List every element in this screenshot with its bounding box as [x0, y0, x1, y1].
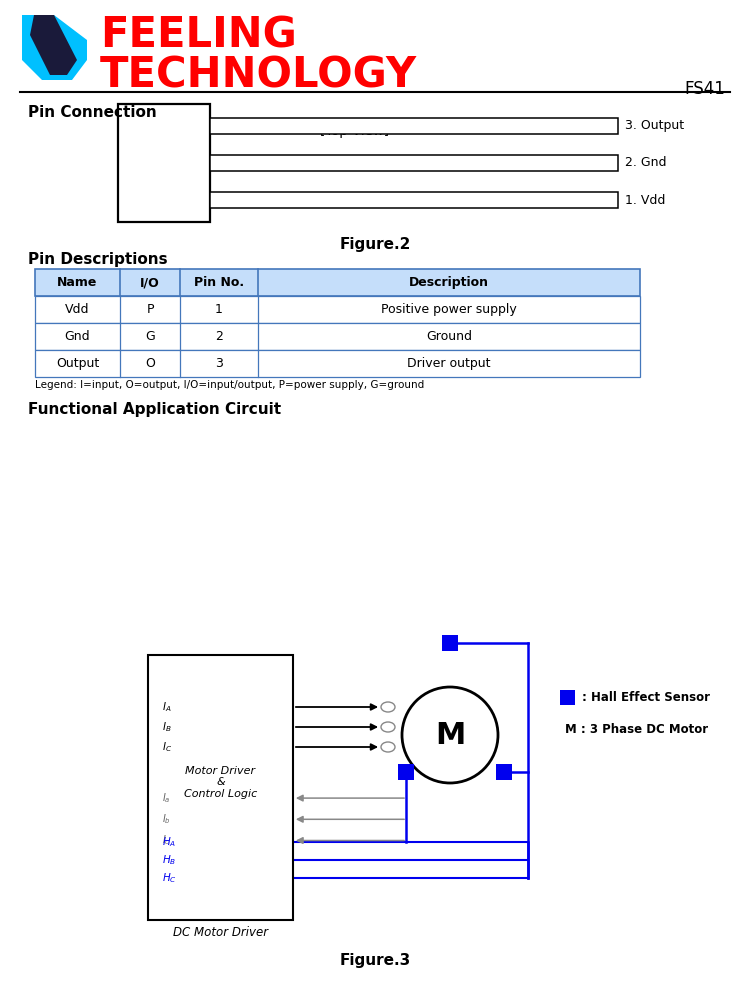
Bar — [35, 323, 640, 350]
Ellipse shape — [381, 702, 395, 712]
Text: $I_c$: $I_c$ — [162, 834, 170, 847]
Text: G: G — [146, 330, 154, 343]
Text: [Top View]: [Top View] — [320, 125, 389, 138]
Text: Driver output: Driver output — [407, 357, 491, 370]
Text: $I_A$: $I_A$ — [162, 700, 172, 714]
Polygon shape — [30, 15, 77, 75]
Text: $I_B$: $I_B$ — [162, 720, 172, 734]
Text: Pin Connection: Pin Connection — [28, 105, 157, 120]
Text: 1: 1 — [215, 303, 223, 316]
Text: TECHNOLOGY: TECHNOLOGY — [100, 55, 417, 97]
Ellipse shape — [381, 722, 395, 732]
Bar — [35, 269, 640, 296]
Text: 3. Output: 3. Output — [625, 119, 684, 132]
Bar — [496, 764, 512, 780]
Bar — [148, 655, 293, 920]
Bar — [35, 296, 640, 323]
Text: $H_B$: $H_B$ — [162, 853, 176, 867]
Text: $I_C$: $I_C$ — [162, 740, 172, 754]
Text: Ground: Ground — [426, 330, 472, 343]
Bar — [398, 764, 414, 780]
Text: Vdd: Vdd — [65, 303, 90, 316]
Text: $I_a$: $I_a$ — [162, 791, 170, 805]
Text: : Hall Effect Sensor: : Hall Effect Sensor — [582, 691, 710, 704]
Text: Positive power supply: Positive power supply — [381, 303, 517, 316]
Bar — [210, 118, 618, 134]
Text: FEELING: FEELING — [100, 15, 297, 57]
Bar — [442, 635, 458, 651]
Ellipse shape — [381, 742, 395, 752]
Text: FS41: FS41 — [684, 80, 725, 98]
Text: 2. Gnd: 2. Gnd — [625, 156, 667, 169]
Bar — [118, 104, 210, 222]
Text: 2: 2 — [215, 330, 223, 343]
Text: $H_C$: $H_C$ — [162, 871, 177, 885]
Text: 1. Vdd: 1. Vdd — [625, 194, 665, 207]
Text: $H_A$: $H_A$ — [162, 835, 176, 849]
Text: 3: 3 — [215, 357, 223, 370]
Text: Pin Descriptions: Pin Descriptions — [28, 252, 168, 267]
Text: Functional Application Circuit: Functional Application Circuit — [28, 402, 281, 417]
Text: Name: Name — [57, 276, 98, 289]
Bar — [35, 350, 640, 377]
Text: M: M — [435, 720, 465, 750]
Text: I/O: I/O — [140, 276, 160, 289]
Text: Description: Description — [409, 276, 489, 289]
Bar — [210, 192, 618, 208]
Text: Motor Driver
&
Control Logic: Motor Driver & Control Logic — [184, 766, 257, 799]
Text: DC Motor Driver: DC Motor Driver — [173, 926, 268, 939]
Text: Figure.3: Figure.3 — [339, 953, 411, 968]
Circle shape — [402, 687, 498, 783]
Text: Output: Output — [56, 357, 99, 370]
Polygon shape — [22, 15, 87, 80]
Text: P: P — [146, 303, 154, 316]
Text: $I_b$: $I_b$ — [162, 812, 171, 826]
Text: Pin No.: Pin No. — [194, 276, 244, 289]
Bar — [560, 690, 575, 705]
Text: Gnd: Gnd — [64, 330, 90, 343]
Text: Figure.2: Figure.2 — [339, 237, 411, 252]
Text: M : 3 Phase DC Motor: M : 3 Phase DC Motor — [565, 723, 708, 736]
Bar — [210, 155, 618, 171]
Text: O: O — [145, 357, 155, 370]
Text: Legend: I=input, O=output, I/O=input/output, P=power supply, G=ground: Legend: I=input, O=output, I/O=input/out… — [35, 380, 424, 390]
